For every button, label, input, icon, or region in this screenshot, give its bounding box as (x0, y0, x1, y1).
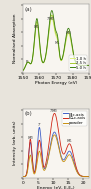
Text: $M_2$: $M_2$ (55, 39, 61, 47)
Y-axis label: Intensity (arb. units): Intensity (arb. units) (13, 121, 17, 165)
Text: $M_0$: $M_0$ (27, 134, 34, 142)
Legend: 1.0 h, 2.5 h, 5.0 h: 1.0 h, 2.5 h, 5.0 h (69, 55, 87, 71)
Text: $T$: $T$ (37, 121, 42, 128)
X-axis label: Photon Energy (eV): Photon Energy (eV) (35, 81, 77, 85)
Text: (b): (b) (25, 112, 32, 116)
Legend: E∥c-axis, E⊥c-axis, powder: E∥c-axis, E⊥c-axis, powder (62, 111, 87, 126)
X-axis label: Energy (eV, E-E₀): Energy (eV, E-E₀) (37, 186, 75, 189)
Text: $T M_0$: $T M_0$ (46, 16, 55, 23)
Text: $M_1$: $M_1$ (66, 137, 73, 145)
Text: (a): (a) (25, 7, 32, 12)
Y-axis label: Normalised Absorption: Normalised Absorption (13, 14, 17, 63)
Text: $M_3$: $M_3$ (65, 30, 72, 37)
Text: P: P (26, 60, 28, 64)
Text: $T M_0$: $T M_0$ (49, 107, 58, 115)
Text: $M_1$: $M_1$ (33, 23, 40, 31)
